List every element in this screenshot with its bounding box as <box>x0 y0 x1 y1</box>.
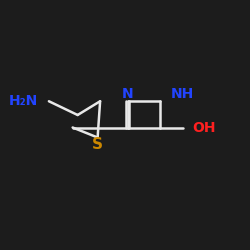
Text: NH: NH <box>170 87 194 101</box>
Text: S: S <box>92 137 103 152</box>
Text: N: N <box>122 87 134 101</box>
Text: OH: OH <box>192 120 216 134</box>
Text: H₂N: H₂N <box>8 94 38 108</box>
